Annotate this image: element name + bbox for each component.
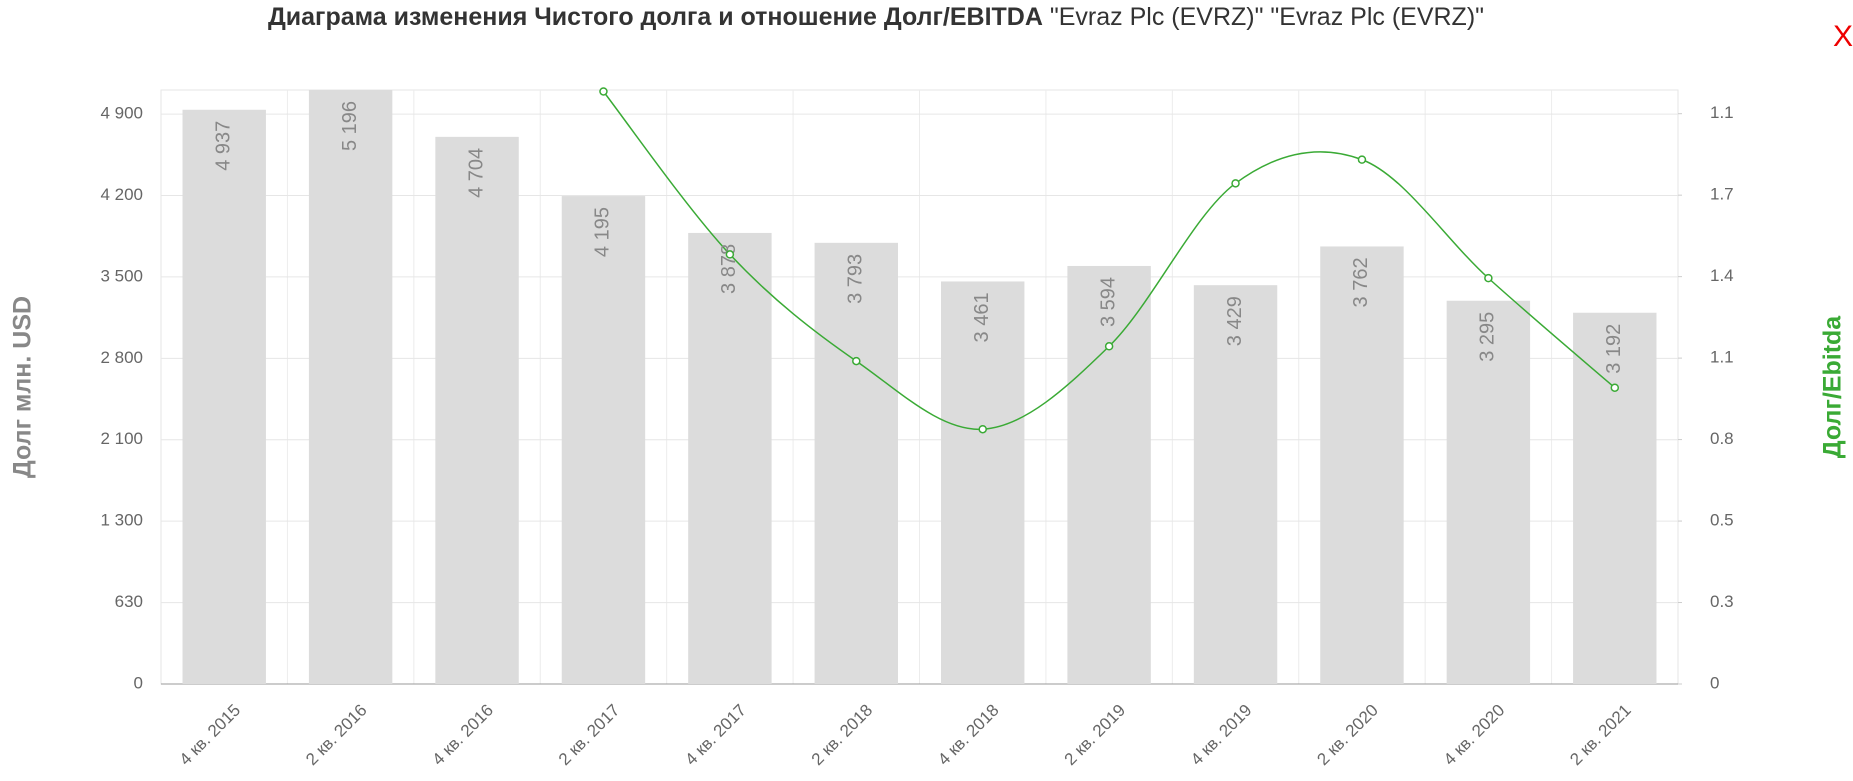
y-tick-label: 3 500 [100,266,143,285]
bar [561,196,646,684]
bar [1067,265,1151,684]
line-point [1357,155,1367,164]
x-tick-label: 2 кв. 2017 [555,701,624,770]
y-tick-label: 4 900 [100,104,143,123]
x-tick-label: 4 кв. 2020 [1440,701,1509,770]
x-tick-label: 4 кв. 2016 [429,701,498,770]
y2-tick-label: 0.3 [1710,592,1734,611]
y2-axis-label: Долг/Ebitda [1819,315,1847,458]
y-tick-label: 0 [134,673,143,692]
bar [1573,312,1657,684]
bar [1446,300,1531,684]
y-axis-label: Долг млн. USD [9,296,37,478]
x-tick-label: 4 кв. 2019 [1187,701,1256,770]
line-point [1231,179,1240,188]
y-tick-label: 2 800 [100,348,143,367]
chart-heading: Диаграма изменения Чистого долга и отнош… [268,3,1484,31]
data-label: 3 594 [1097,277,1119,327]
line-point [978,424,987,434]
y-tick-label: 1 300 [100,511,143,530]
y-tick-label: 2 100 [100,429,143,448]
plot-area [182,90,1657,684]
data-label: 3 429 [1224,296,1246,346]
x-tick-label: 2 кв. 2020 [1313,701,1382,770]
y2-tick-label: 0 [1710,673,1719,692]
data-label: 4 704 [465,148,487,198]
line-point [599,87,608,96]
chart-title: Диаграма изменения Чистого долга и отнош… [268,3,1043,31]
data-label: 5 196 [339,101,361,151]
x-tick-label: 4 кв. 2017 [681,701,750,770]
x-tick-label: 4 кв. 2018 [934,701,1003,770]
x-tick-label: 2 кв. 2019 [1061,701,1130,770]
line-point [1610,383,1620,392]
y2-tick-label: 1.1 [1710,348,1734,367]
line-point [852,356,861,366]
x-tick-label: 2 кв. 2018 [808,701,877,770]
chart-subtitle: "Evraz Plc (EVRZ)" "Evraz Plc (EVRZ)" [1050,3,1484,31]
close-button[interactable]: X [1833,20,1853,53]
data-label: 3 192 [1603,324,1625,374]
bar [182,109,266,684]
bar [435,136,519,684]
data-label: 4 195 [592,207,614,257]
bar [940,281,1025,684]
y2-tick-label: 1.4 [1710,266,1734,285]
data-label: 3 793 [845,254,867,304]
data-label: 3 295 [1477,312,1499,362]
y-tick-label: 4 200 [100,185,143,204]
bar [1193,285,1278,684]
data-label: 3 878 [718,244,740,294]
line-point [725,250,735,259]
line-point [1104,342,1114,351]
y-tick-label: 630 [115,592,143,611]
bar [814,242,899,684]
bar [308,90,393,684]
y2-tick-label: 0.5 [1710,511,1734,530]
line-point [1484,273,1493,283]
x-tick-label: 4 кв. 2015 [176,701,245,770]
bar [1320,246,1404,684]
x-tick-label: 2 кв. 2016 [302,701,371,770]
x-tick-label: 2 кв. 2021 [1566,701,1635,770]
data-label: 3 762 [1350,257,1372,307]
data-label: 4 937 [212,121,234,171]
y2-tick-label: 1.7 [1710,185,1734,204]
bar [688,232,772,684]
data-label: 3 461 [971,292,993,342]
y2-tick-label: 1.1 [1710,103,1734,122]
y2-tick-label: 0.8 [1710,429,1734,448]
